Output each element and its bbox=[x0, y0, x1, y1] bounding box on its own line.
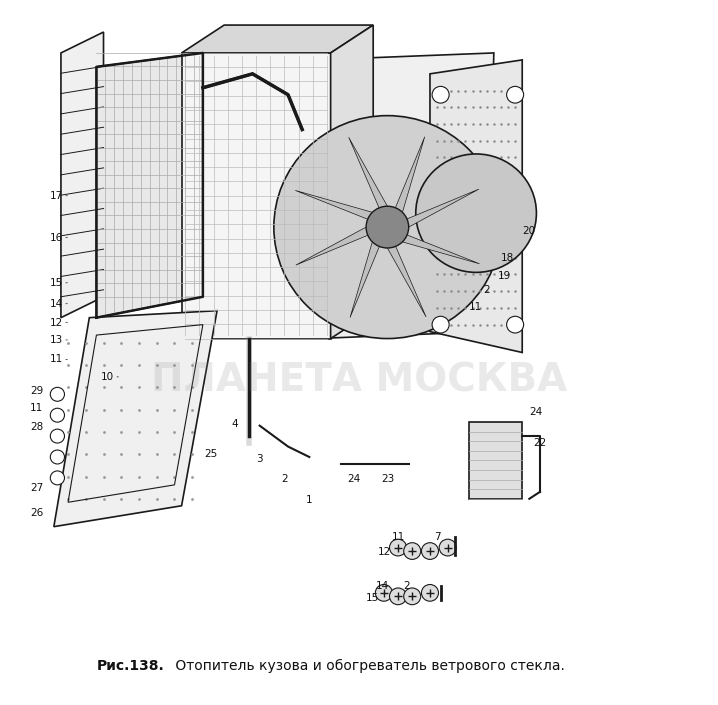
Circle shape bbox=[50, 387, 65, 401]
Circle shape bbox=[421, 543, 439, 559]
Text: 1: 1 bbox=[306, 496, 312, 505]
Text: 25: 25 bbox=[204, 448, 217, 458]
Circle shape bbox=[376, 584, 392, 601]
Circle shape bbox=[421, 584, 439, 601]
Text: 14: 14 bbox=[376, 581, 389, 591]
Text: 24: 24 bbox=[348, 474, 360, 484]
Circle shape bbox=[366, 206, 409, 248]
Text: 28: 28 bbox=[30, 422, 43, 432]
Circle shape bbox=[50, 450, 65, 464]
Text: 11: 11 bbox=[30, 403, 43, 413]
Text: 3: 3 bbox=[256, 453, 263, 463]
Circle shape bbox=[416, 154, 536, 272]
Polygon shape bbox=[295, 190, 388, 227]
Text: ПЛАНЕТА МОСКВА: ПЛАНЕТА МОСКВА bbox=[151, 362, 567, 399]
Text: 15: 15 bbox=[365, 593, 379, 603]
Polygon shape bbox=[296, 227, 388, 265]
Polygon shape bbox=[317, 53, 494, 338]
Text: Рис.138.: Рис.138. bbox=[96, 659, 164, 673]
Circle shape bbox=[274, 116, 501, 338]
Circle shape bbox=[432, 87, 449, 103]
Circle shape bbox=[432, 317, 449, 333]
Text: 2: 2 bbox=[483, 285, 490, 295]
Polygon shape bbox=[182, 53, 330, 338]
Text: 14: 14 bbox=[50, 299, 63, 309]
Text: 4: 4 bbox=[231, 419, 238, 429]
Text: 18: 18 bbox=[501, 254, 514, 264]
Polygon shape bbox=[469, 422, 522, 499]
Text: 2: 2 bbox=[281, 474, 288, 484]
Polygon shape bbox=[182, 25, 373, 53]
Text: 12: 12 bbox=[378, 548, 391, 558]
Polygon shape bbox=[96, 53, 203, 318]
Polygon shape bbox=[349, 137, 388, 227]
Circle shape bbox=[507, 87, 523, 103]
Polygon shape bbox=[388, 137, 425, 227]
Polygon shape bbox=[388, 189, 479, 227]
Text: 13: 13 bbox=[50, 335, 63, 345]
Text: 12: 12 bbox=[50, 317, 63, 328]
Polygon shape bbox=[430, 60, 522, 352]
Text: 15: 15 bbox=[50, 278, 63, 288]
Text: 11: 11 bbox=[392, 532, 405, 542]
Circle shape bbox=[50, 429, 65, 443]
Text: 10: 10 bbox=[101, 372, 114, 382]
Polygon shape bbox=[330, 25, 373, 338]
Text: 2: 2 bbox=[404, 581, 410, 591]
Circle shape bbox=[50, 471, 65, 485]
Circle shape bbox=[390, 588, 406, 605]
Circle shape bbox=[404, 543, 421, 559]
Circle shape bbox=[404, 588, 421, 605]
Text: Отопитель кузова и обогреватель ветрового стекла.: Отопитель кузова и обогреватель ветровог… bbox=[171, 659, 565, 673]
Circle shape bbox=[439, 539, 456, 556]
Polygon shape bbox=[350, 227, 388, 317]
Text: 23: 23 bbox=[381, 474, 394, 484]
Circle shape bbox=[507, 317, 523, 333]
Text: 7: 7 bbox=[434, 532, 441, 542]
Text: 26: 26 bbox=[30, 508, 43, 517]
Text: 17: 17 bbox=[50, 191, 63, 201]
Polygon shape bbox=[61, 32, 103, 318]
Text: 27: 27 bbox=[30, 484, 43, 494]
Polygon shape bbox=[54, 311, 217, 527]
Text: 19: 19 bbox=[498, 271, 510, 281]
Text: 22: 22 bbox=[533, 438, 546, 448]
Text: 11: 11 bbox=[469, 302, 482, 312]
Text: 24: 24 bbox=[529, 407, 543, 417]
Text: 16: 16 bbox=[50, 233, 63, 243]
Text: 20: 20 bbox=[522, 226, 536, 235]
Circle shape bbox=[50, 408, 65, 422]
Text: 11: 11 bbox=[50, 355, 63, 364]
Polygon shape bbox=[388, 227, 480, 264]
Text: 29: 29 bbox=[30, 386, 43, 396]
Polygon shape bbox=[388, 227, 426, 317]
Circle shape bbox=[390, 539, 406, 556]
